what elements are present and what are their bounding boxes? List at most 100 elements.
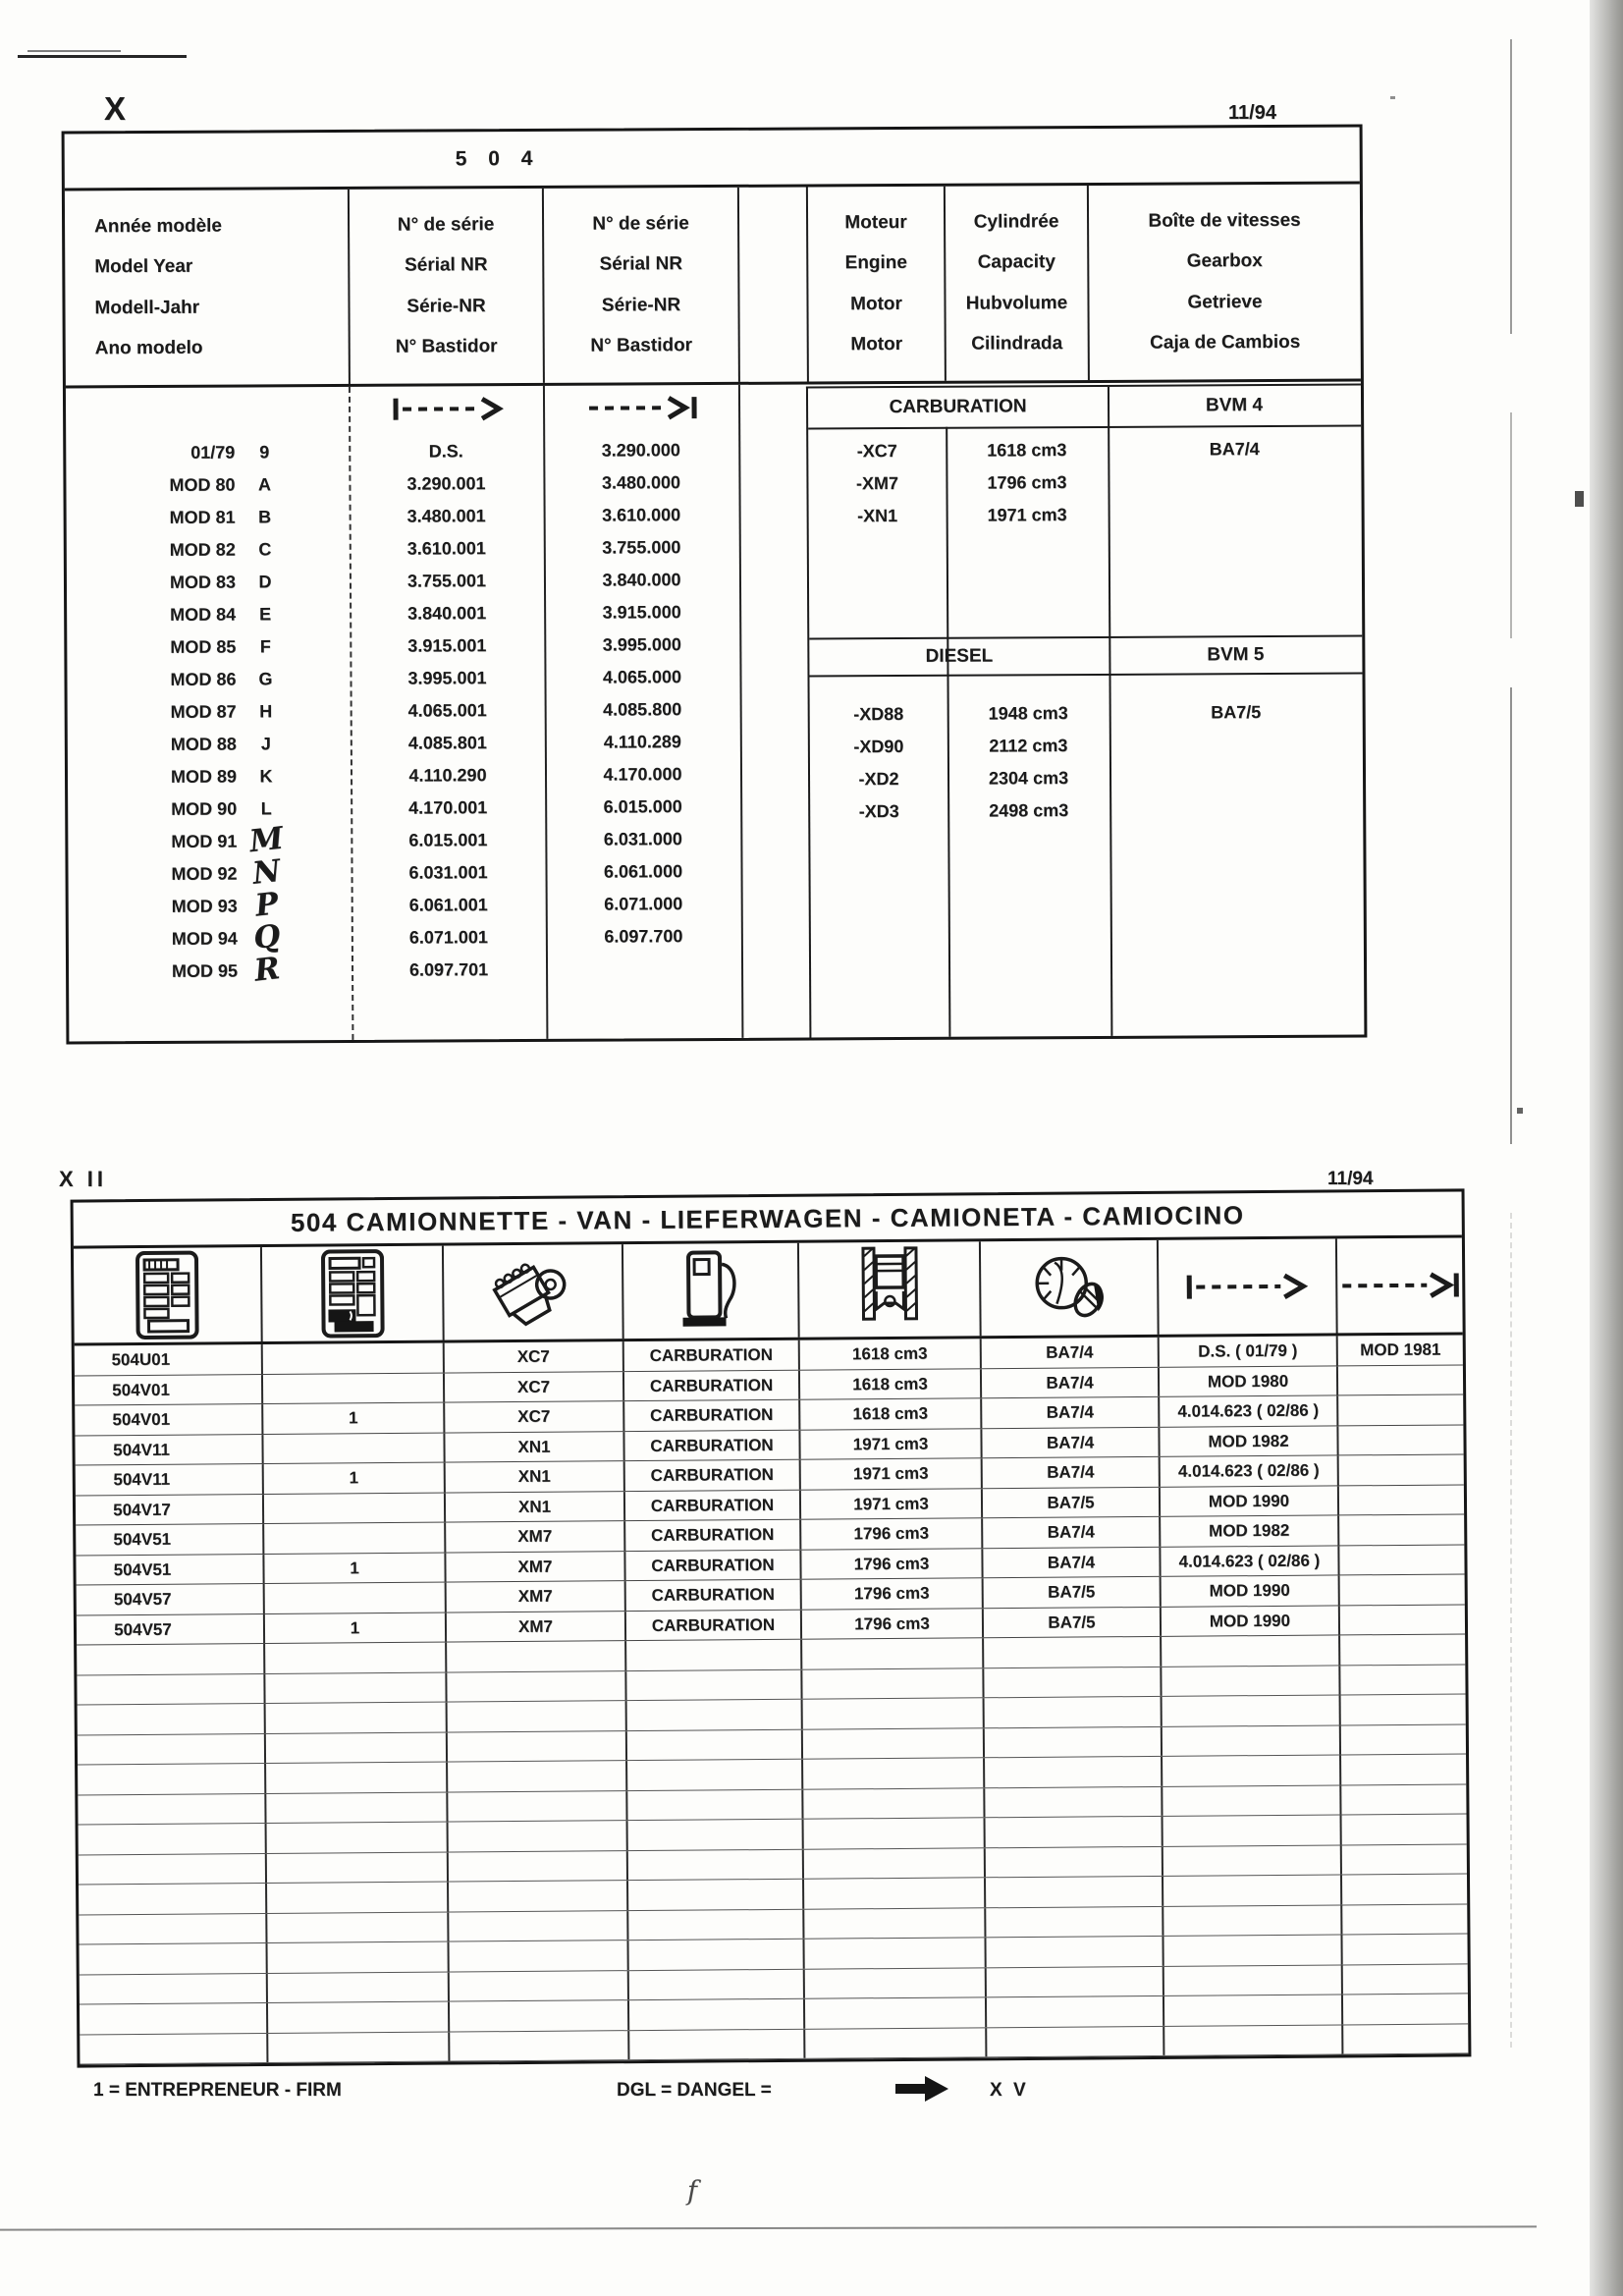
model-year-label: 01/79 <box>190 442 236 463</box>
solid-arrow-icon <box>895 2076 948 2102</box>
variant-code: 504V01 <box>112 1409 171 1430</box>
engine-name: -XD2 <box>858 769 899 790</box>
date-to-arrow-icon <box>1334 1237 1463 1334</box>
model-year-letter: G <box>258 669 273 689</box>
model-year-label: MOD 82 <box>169 539 236 560</box>
margin-line <box>1510 39 1512 334</box>
section-marker-bottom: X II <box>59 1167 108 1191</box>
fuel-type: CARBURATION <box>622 1430 799 1461</box>
engine-row: -XD88 1948 cm3 <box>810 697 1109 732</box>
scan-speck <box>1390 96 1395 99</box>
header-capacity: Cylindrée Capacity Hubvolume Cilindrada <box>945 185 1090 381</box>
engine-name: -XN1 <box>857 506 898 526</box>
model-year-letter: A <box>257 474 272 495</box>
firm-flag <box>262 1582 445 1613</box>
variant-code: 504U01 <box>111 1349 171 1370</box>
serial-from-value: 6.031.001 <box>408 862 488 883</box>
valid-from: MOD 1980 <box>1157 1365 1337 1396</box>
fuel-type: CARBURATION <box>622 1490 800 1521</box>
model-year-label: MOD 88 <box>170 734 237 754</box>
model-year-label: MOD 86 <box>170 669 237 689</box>
diesel-label: DIESEL <box>925 645 994 667</box>
model-year-label: MOD 94 <box>171 928 238 949</box>
firm-flag <box>261 1493 445 1524</box>
valid-to <box>1336 1394 1464 1425</box>
petrol-band: CARBURATION BVM 4 <box>807 385 1362 430</box>
model-year-label: MOD 92 <box>171 863 238 884</box>
valid-from: 4.014.623 ( 02/86 ) <box>1158 1395 1337 1427</box>
header-model-year: Année modèle Model Year Modell-Jahr Ano … <box>64 189 351 386</box>
piston-displacement-icon <box>796 1241 980 1338</box>
firm-flag <box>260 1342 443 1374</box>
engine-capacity: 2498 cm3 <box>989 800 1069 821</box>
gearbox-type: BA7/4 <box>980 1427 1159 1458</box>
capacity-value: 1618 cm3 <box>797 1339 980 1370</box>
model-year-label: MOD 81 <box>169 507 236 527</box>
edition-date-top: 11/94 <box>1228 102 1276 124</box>
model-year-letter: R <box>252 951 282 989</box>
engine-name: -XD90 <box>853 736 904 757</box>
serial-to-value: 3.995.000 <box>602 634 681 655</box>
van-variant-table: 504 CAMIONNETTE - VAN - LIEFERWAGEN - CA… <box>70 1188 1472 2068</box>
engine-code: XC7 <box>443 1401 623 1433</box>
footnote-firm: 1 = ENTREPRENEUR - FIRM <box>93 2080 342 2101</box>
petrol-gearbox-header: BVM 4 <box>1205 395 1264 416</box>
valid-to: MOD 1981 <box>1335 1335 1463 1365</box>
model-year-label: MOD 90 <box>171 798 238 819</box>
scan-speck <box>1575 491 1584 507</box>
valid-from: MOD 1982 <box>1158 1425 1337 1456</box>
fuel-type: CARBURATION <box>622 1339 798 1371</box>
gearbox-type: BA7/4 <box>981 1547 1160 1578</box>
engine-capacity: 2304 cm3 <box>988 768 1069 789</box>
table-title: 5 0 4 <box>455 146 541 171</box>
model-year-label: MOD 89 <box>170 766 238 787</box>
gearbox-type: BA7/5 <box>980 1487 1160 1518</box>
variant-code: 504V17 <box>113 1500 171 1519</box>
serial-from-value: 6.071.001 <box>408 927 488 948</box>
valid-to <box>1336 1454 1464 1485</box>
capacity-value: 1796 cm3 <box>799 1578 982 1610</box>
section-marker-top: X <box>104 90 127 127</box>
valid-from: 4.014.623 ( 02/86 ) <box>1159 1545 1338 1576</box>
serial-to-value: 6.071.000 <box>604 894 683 914</box>
petrol-label: CARBURATION <box>889 396 1027 418</box>
header-spacer <box>738 187 809 382</box>
engine-name: -XM7 <box>855 473 899 494</box>
valid-from: 4.014.623 ( 02/86 ) <box>1158 1455 1337 1487</box>
model-year-label: MOD 80 <box>169 474 236 495</box>
model-year-letter: J <box>260 734 271 754</box>
edition-date-bottom: 11/94 <box>1327 1169 1374 1189</box>
serial-to-value: 4.110.289 <box>603 732 681 752</box>
engine-capacity: 2112 cm3 <box>989 736 1068 756</box>
serial-from-value: 6.015.001 <box>408 830 488 850</box>
model-year-label: MOD 85 <box>170 636 237 657</box>
model-year-serial-table: 5 0 4 Année modèle Model Year Modell-Jah… <box>61 124 1368 1045</box>
model-year-letter: C <box>258 539 272 560</box>
gearbox-type: BA7/4 <box>979 1367 1159 1398</box>
serial-from-value: 6.097.701 <box>408 959 489 980</box>
model-year-letter: K <box>259 766 273 787</box>
margin-line <box>1510 1213 1512 2048</box>
fuel-pump-icon <box>621 1242 798 1339</box>
model-year-letter: B <box>258 507 272 527</box>
serial-to-value: 4.170.000 <box>603 764 682 785</box>
serial-from-value: 4.170.001 <box>408 797 488 818</box>
firm-flag: 1 <box>262 1553 445 1584</box>
engine-name: -XD88 <box>853 703 904 725</box>
scan-edge-band <box>1590 0 1623 2296</box>
vin-plate-icon <box>74 1247 261 1342</box>
engine-row: -XD3 2498 cm3 <box>810 794 1109 829</box>
serial-from-value: 4.085.801 <box>407 733 487 753</box>
capacity-value: 1796 cm3 <box>799 1608 983 1639</box>
engine-capacity: 1618 cm3 <box>987 440 1067 461</box>
header-engine: Moteur Engine Motor Motor <box>807 186 947 382</box>
fuel-type: CARBURATION <box>623 1550 800 1581</box>
serial-from-value: 3.290.001 <box>406 473 486 494</box>
firm-flag: 1 <box>262 1613 446 1644</box>
gearbox-icon <box>978 1239 1158 1337</box>
serial-to-value: 3.480.000 <box>601 472 681 493</box>
margin-line <box>1510 412 1512 638</box>
valid-to <box>1335 1364 1464 1395</box>
fuel-type: CARBURATION <box>623 1519 800 1551</box>
